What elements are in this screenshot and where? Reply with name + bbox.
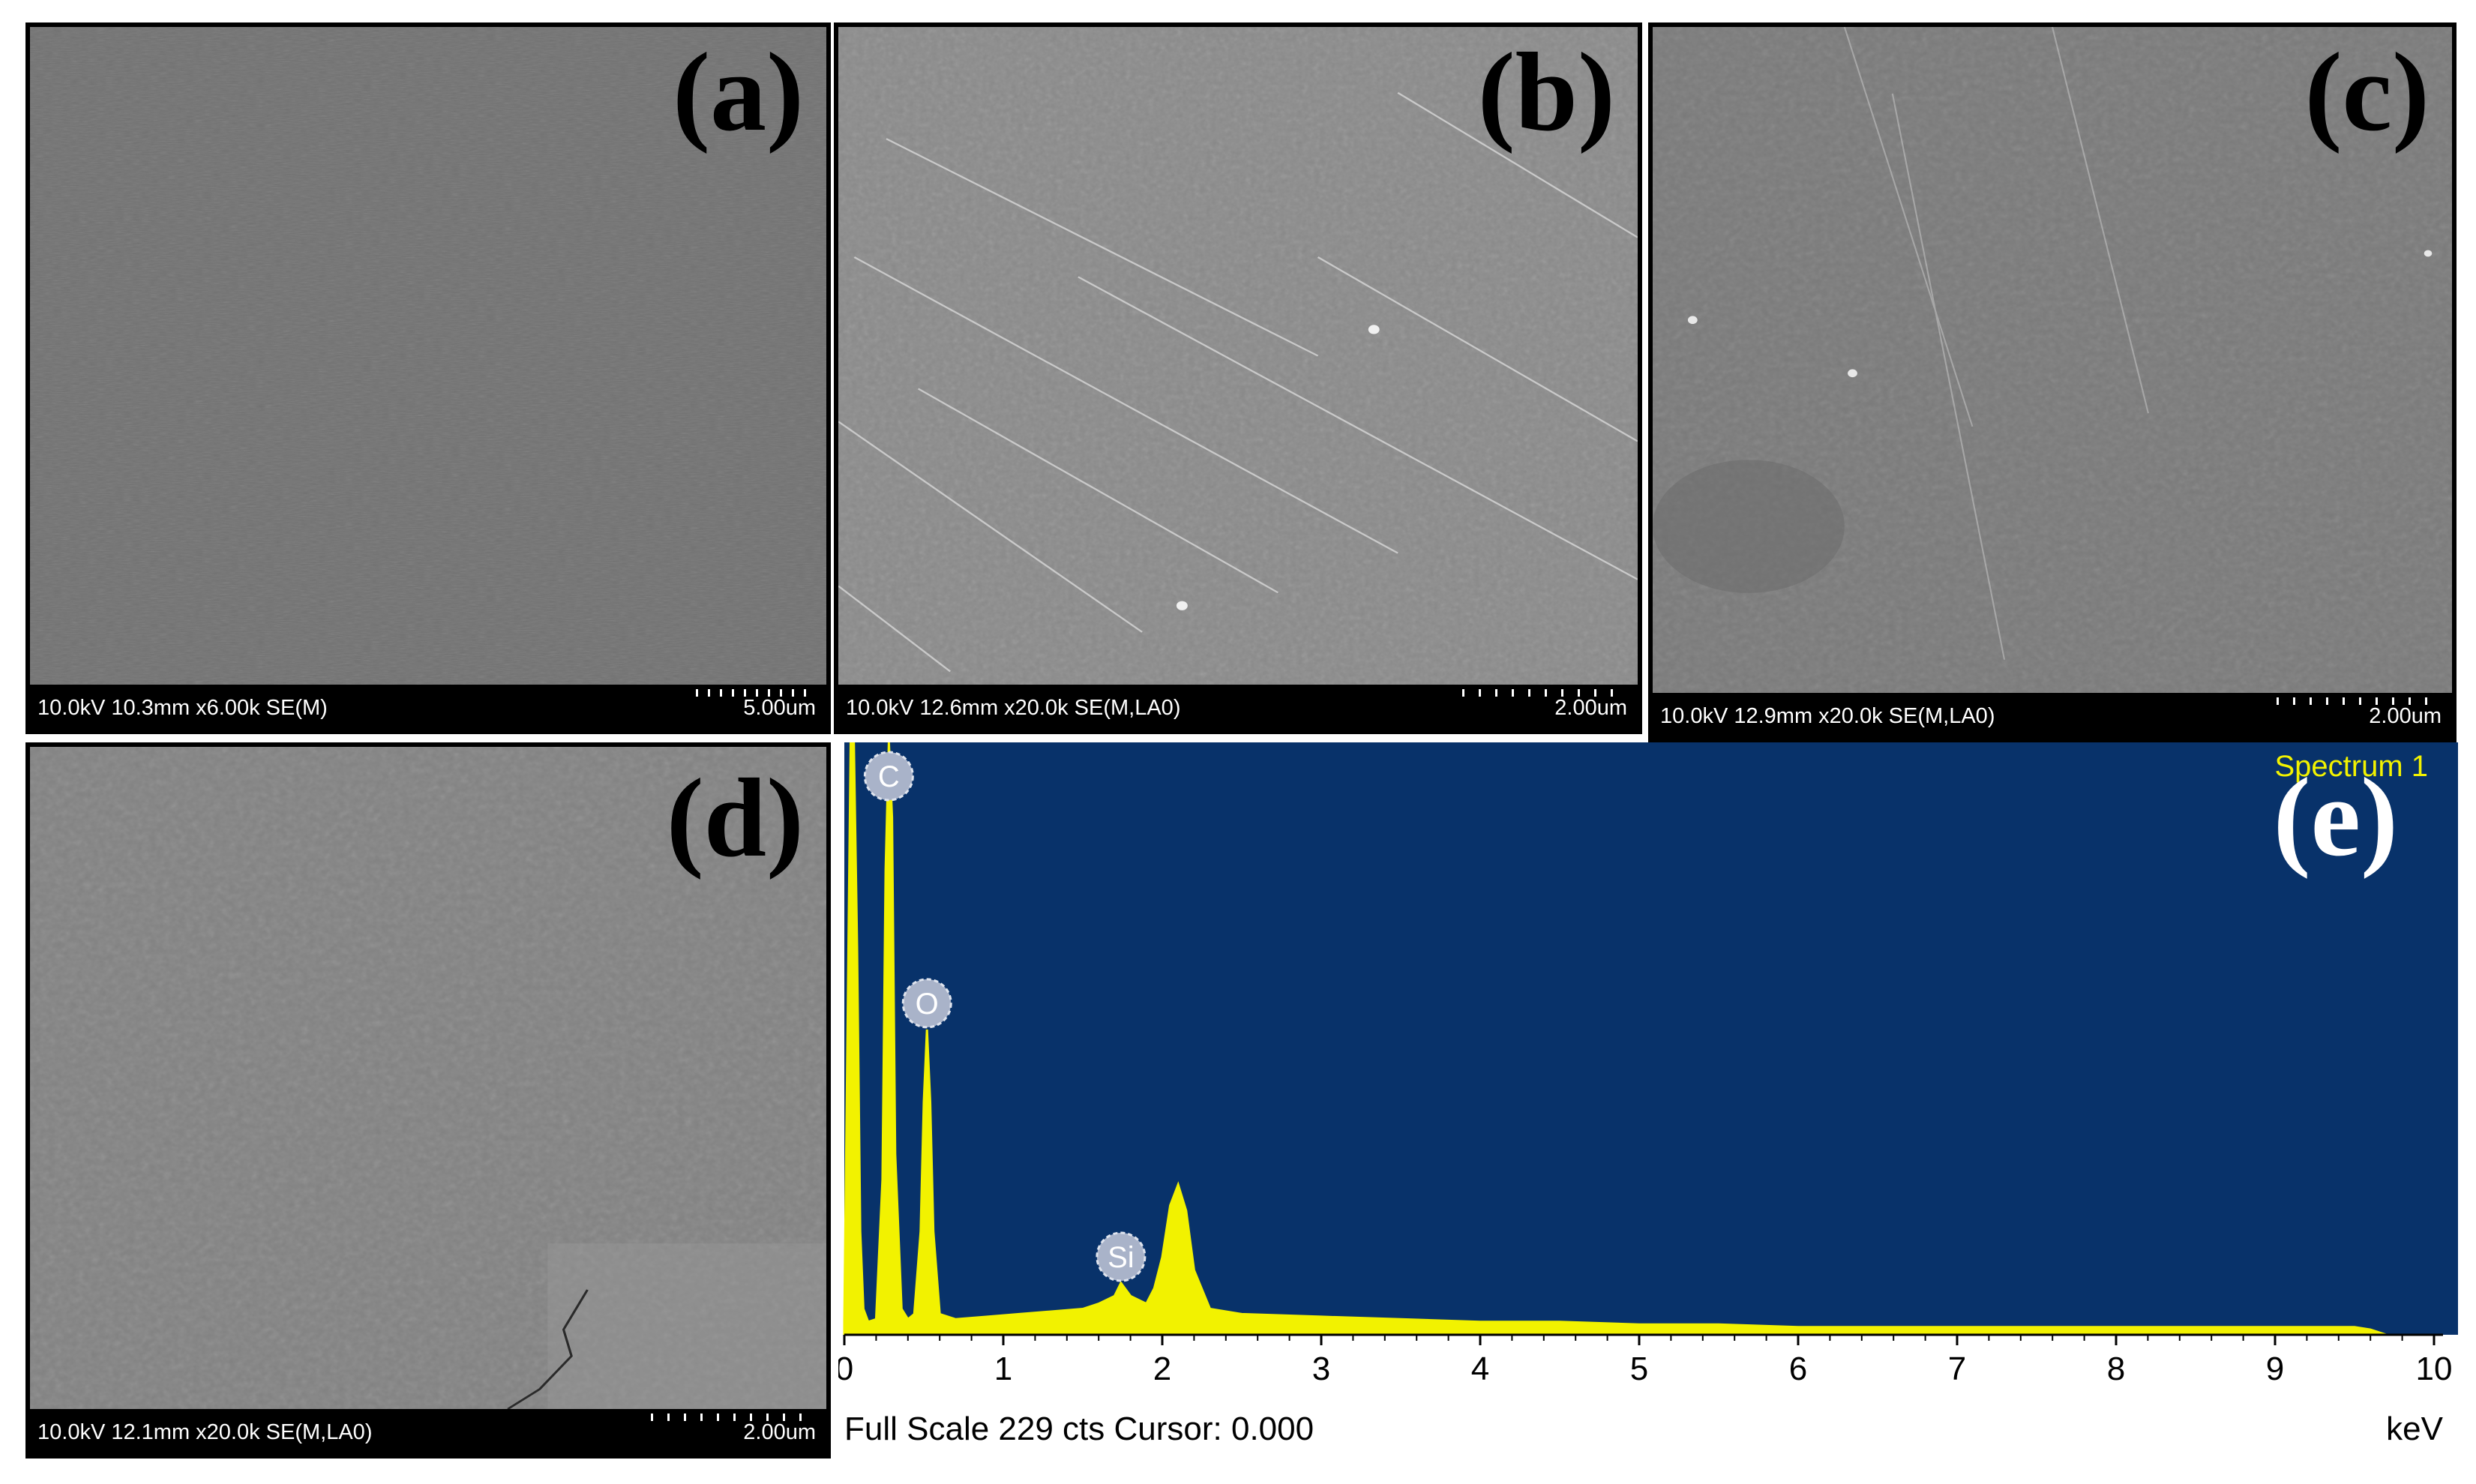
eds-spectrum-chart: C O Si 0 1 2 3 4 5 6 7 8 9 10 Spectrum 1 (e) Full Sc… (838, 742, 2458, 1447)
sem-image-a (30, 27, 826, 685)
x-tick-label: 1 (994, 1351, 1012, 1387)
x-tick-label: 10 (2416, 1351, 2453, 1387)
eds-spectrum-panel: C O Si 0 1 2 3 4 5 6 7 8 9 10 Spectrum 1 (e) Full Sc… (838, 742, 2458, 1462)
sem-panel-d: (d) 10.0kV 12.1mm x20.0k SE(M,LA0) 2.00u… (25, 742, 831, 1459)
peak-marker-label: C (878, 760, 900, 793)
plot-background (844, 742, 2458, 1335)
sem-databar-b: 10.0kV 12.6mm x20.0k SE(M,LA0) 2.00um (838, 685, 1638, 730)
x-axis-ticks: 0 1 2 3 4 5 6 7 8 9 10 (838, 1333, 2453, 1387)
status-readout: Full Scale 229 cts Cursor: 0.000 (844, 1411, 1314, 1447)
sem-parameters: 10.0kV 10.3mm x6.00k SE(M) (37, 696, 328, 720)
scale-bar-ticks (696, 689, 816, 697)
panel-label-d: (d) (666, 756, 804, 880)
peak-marker-label: Si (1108, 1241, 1135, 1274)
scale-bar-label: 2.00um (2369, 704, 2442, 728)
x-tick-label: 4 (1471, 1351, 1489, 1387)
sem-databar-a: 10.0kV 10.3mm x6.00k SE(M) 5.00um (30, 685, 826, 730)
panel-label-c: (c) (2304, 30, 2430, 154)
panel-label-e: (e) (2274, 755, 2398, 880)
x-axis-unit: keV (2386, 1411, 2443, 1447)
scale-bar-label: 2.00um (743, 1420, 816, 1444)
x-tick-label: 5 (1630, 1351, 1648, 1387)
spectrum-line (843, 742, 2387, 1336)
peak-marker-si: Si (1096, 1231, 1147, 1282)
scale-bar-label: 2.00um (1554, 696, 1627, 720)
x-tick-label: 8 (2107, 1351, 2125, 1387)
panel-label-a: (a) (673, 30, 804, 154)
peak-markers: C O Si (863, 751, 1147, 1282)
x-tick-label: 9 (2266, 1351, 2284, 1387)
x-tick-label: 6 (1789, 1351, 1807, 1387)
sem-panel-a: (a) 10.0kV 10.3mm x6.00k SE(M) 5.00um (25, 22, 831, 734)
x-tick-label: 2 (1153, 1351, 1171, 1387)
sem-databar-d: 10.0kV 12.1mm x20.0k SE(M,LA0) 2.00um (30, 1409, 826, 1454)
peak-marker-label: O (916, 988, 939, 1021)
panel-label-b: (b) (1477, 30, 1615, 154)
scale-bar-ticks (2277, 697, 2442, 705)
x-tick-label: 3 (1312, 1351, 1330, 1387)
sem-panel-c: (c) 10.0kV 12.9mm x20.0k SE(M,LA0) 2.00u… (1648, 22, 2457, 742)
scale-bar-ticks (651, 1414, 816, 1421)
sem-image-c (1653, 27, 2452, 693)
scale-bar-ticks (1462, 689, 1627, 697)
spectrum-title: Spectrum 1 (2274, 750, 2428, 783)
sem-parameters: 10.0kV 12.6mm x20.0k SE(M,LA0) (846, 696, 1181, 720)
x-tick-label: 7 (1948, 1351, 1966, 1387)
peak-marker-o: O (901, 978, 952, 1029)
x-tick-label: 0 (838, 1351, 853, 1387)
sem-databar-c: 10.0kV 12.9mm x20.0k SE(M,LA0) 2.00um (1653, 693, 2452, 738)
sem-image-d (30, 747, 826, 1409)
sem-panel-b: (b) 10.0kV 12.6mm x20.0k SE(M,LA0) 2.00u… (834, 22, 1642, 734)
sem-parameters: 10.0kV 12.9mm x20.0k SE(M,LA0) (1660, 704, 1995, 728)
sem-image-b (838, 27, 1638, 685)
sem-parameters: 10.0kV 12.1mm x20.0k SE(M,LA0) (37, 1420, 373, 1444)
peak-marker-c: C (863, 751, 914, 802)
spectrum-trace (843, 742, 2387, 1336)
scale-bar-label: 5.00um (743, 696, 816, 720)
